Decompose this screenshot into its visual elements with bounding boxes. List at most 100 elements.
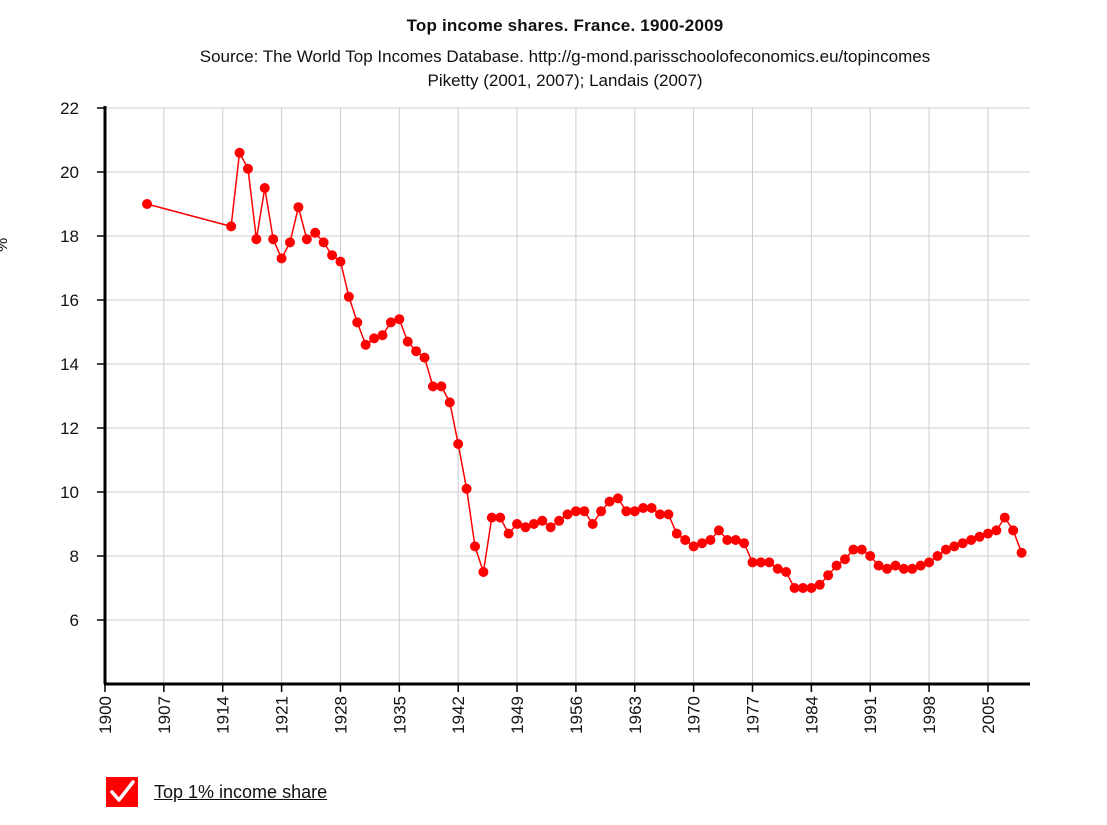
data-point	[680, 535, 691, 545]
data-point	[840, 554, 850, 565]
legend-checkbox[interactable]	[106, 777, 138, 807]
data-point	[352, 317, 363, 328]
data-point	[142, 199, 153, 209]
x-tick-label: 1977	[744, 696, 763, 734]
data-point	[865, 551, 876, 561]
data-point	[251, 234, 262, 245]
x-tick-label: 1984	[802, 696, 821, 734]
data-point	[562, 509, 573, 520]
data-point	[655, 509, 665, 520]
data-point	[394, 314, 405, 325]
data-point	[730, 535, 741, 545]
legend[interactable]: Top 1% income share	[106, 777, 327, 807]
data-point	[495, 512, 506, 523]
data-point	[856, 544, 867, 555]
data-point	[234, 147, 245, 158]
y-tick-label: 16	[60, 291, 79, 310]
data-point	[806, 583, 817, 593]
data-point	[747, 557, 758, 568]
y-tick-label: 18	[60, 227, 79, 246]
data-point	[360, 339, 371, 350]
data-point	[528, 519, 539, 529]
y-tick-label: 20	[60, 163, 79, 182]
data-point	[781, 567, 792, 577]
data-point	[890, 560, 901, 571]
data-point	[596, 506, 607, 517]
data-point	[797, 583, 808, 593]
line-chart: 6 8 10 12 14 16 18 20 22 1900 1907 1914 1921 1928 1935…	[60, 99, 1030, 734]
data-point	[1008, 525, 1019, 536]
x-tick-label: 1963	[626, 696, 645, 734]
data-point	[932, 551, 943, 561]
data-point	[739, 538, 750, 549]
y-tick-label: 14	[60, 355, 79, 374]
data-point	[427, 381, 438, 392]
data-point	[957, 538, 968, 549]
data-point	[478, 567, 489, 577]
data-point	[907, 563, 918, 574]
data-point	[663, 509, 674, 520]
data-point	[385, 317, 396, 328]
data-point	[436, 381, 447, 392]
chart-subtitle: Source: The World Top Incomes Database. …	[0, 45, 1107, 93]
data-point	[579, 506, 590, 517]
data-point	[470, 541, 480, 552]
data-point	[646, 503, 657, 513]
data-point	[924, 557, 935, 568]
data-point	[587, 519, 598, 529]
data-point	[697, 538, 708, 549]
data-point	[772, 563, 783, 574]
x-tick-label: 1935	[390, 696, 409, 734]
y-tick-label: 8	[70, 547, 79, 566]
data-point	[285, 237, 295, 248]
x-tick-label: 1914	[214, 696, 233, 734]
data-point	[823, 570, 834, 581]
x-tick-label: 2005	[979, 696, 998, 734]
y-tick-label: 12	[60, 419, 79, 438]
data-point	[335, 256, 346, 267]
data-point	[789, 583, 800, 593]
data-point	[327, 250, 338, 261]
x-tick-label: 1991	[861, 696, 880, 734]
data-point	[873, 560, 884, 571]
x-tick-label: 1970	[685, 696, 704, 734]
data-point	[377, 330, 388, 341]
data-point	[318, 237, 329, 248]
data-point	[276, 253, 287, 264]
data-point	[242, 163, 253, 174]
data-point	[369, 333, 380, 344]
checkmark-icon	[110, 780, 135, 802]
subtitle-author-line: Piketty (2001, 2007); Landais (2007)	[427, 71, 703, 90]
data-point	[974, 531, 985, 542]
data-point	[419, 352, 430, 363]
data-point	[570, 506, 581, 517]
data-point	[411, 346, 422, 357]
x-tick-label: 1907	[155, 696, 174, 734]
data-point	[310, 227, 321, 238]
x-tick-label: 1998	[920, 696, 939, 734]
x-tick-label: 1928	[331, 696, 350, 734]
data-point	[999, 512, 1010, 523]
data-point	[293, 202, 304, 213]
data-point	[722, 535, 733, 545]
data-point	[512, 519, 523, 529]
data-point	[612, 493, 623, 504]
x-tick-label: 1900	[96, 696, 115, 734]
series-line	[146, 150, 1023, 589]
data-point	[545, 522, 556, 533]
x-tick-label: 1921	[273, 696, 292, 734]
data-point	[402, 336, 413, 347]
x-tick-label: 1942	[449, 696, 468, 734]
data-point	[713, 525, 724, 536]
legend-label[interactable]: Top 1% income share	[154, 781, 328, 802]
data-point	[343, 291, 354, 302]
data-point	[520, 522, 531, 533]
data-point	[486, 512, 497, 523]
data-point	[966, 535, 977, 545]
subtitle-source-line: Source: The World Top Incomes Database. …	[199, 47, 931, 66]
data-point	[764, 557, 775, 568]
data-point	[453, 439, 464, 449]
data-point	[461, 483, 472, 494]
data-point	[537, 515, 548, 526]
data-point	[755, 557, 766, 568]
